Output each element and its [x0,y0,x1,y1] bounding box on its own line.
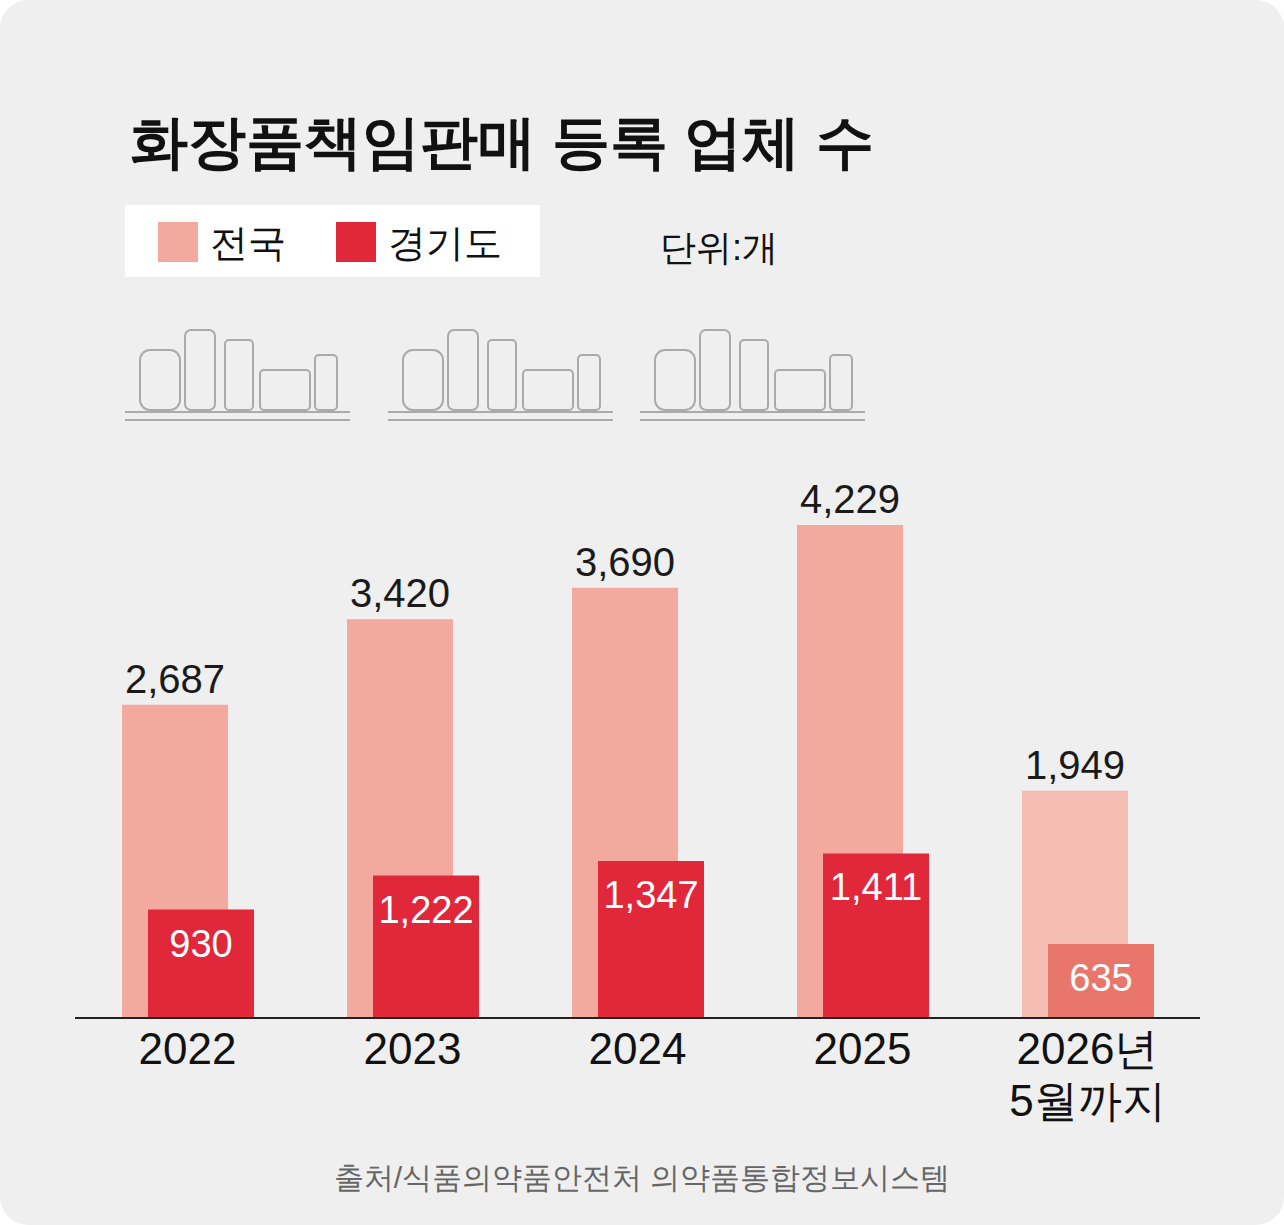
svg-text:930: 930 [169,923,232,965]
svg-text:출처/식품의약품안전처 의약품통합정보시스템: 출처/식품의약품안전처 의약품통합정보시스템 [334,1161,951,1194]
svg-text:단위:개: 단위:개 [660,227,778,268]
svg-text:2024: 2024 [589,1024,687,1073]
svg-text:전국: 전국 [210,222,286,264]
svg-text:1,411: 1,411 [830,866,922,908]
svg-text:2025: 2025 [814,1024,912,1073]
svg-text:2,687: 2,687 [125,657,225,701]
svg-text:2026년5월까지: 2026년5월까지 [1009,1024,1165,1125]
svg-text:4,229: 4,229 [800,477,900,521]
svg-text:1,949: 1,949 [1025,743,1125,787]
svg-text:화장품책임판매 등록 업체 수: 화장품책임판매 등록 업체 수 [130,109,874,174]
svg-text:2022: 2022 [139,1024,237,1073]
svg-text:1,347: 1,347 [603,874,698,916]
svg-text:1,222: 1,222 [378,889,473,931]
svg-text:3,690: 3,690 [575,540,675,584]
svg-text:경기도: 경기도 [388,222,502,264]
svg-text:3,420: 3,420 [350,571,450,615]
svg-text:635: 635 [1069,957,1132,999]
svg-text:2023: 2023 [364,1024,462,1073]
